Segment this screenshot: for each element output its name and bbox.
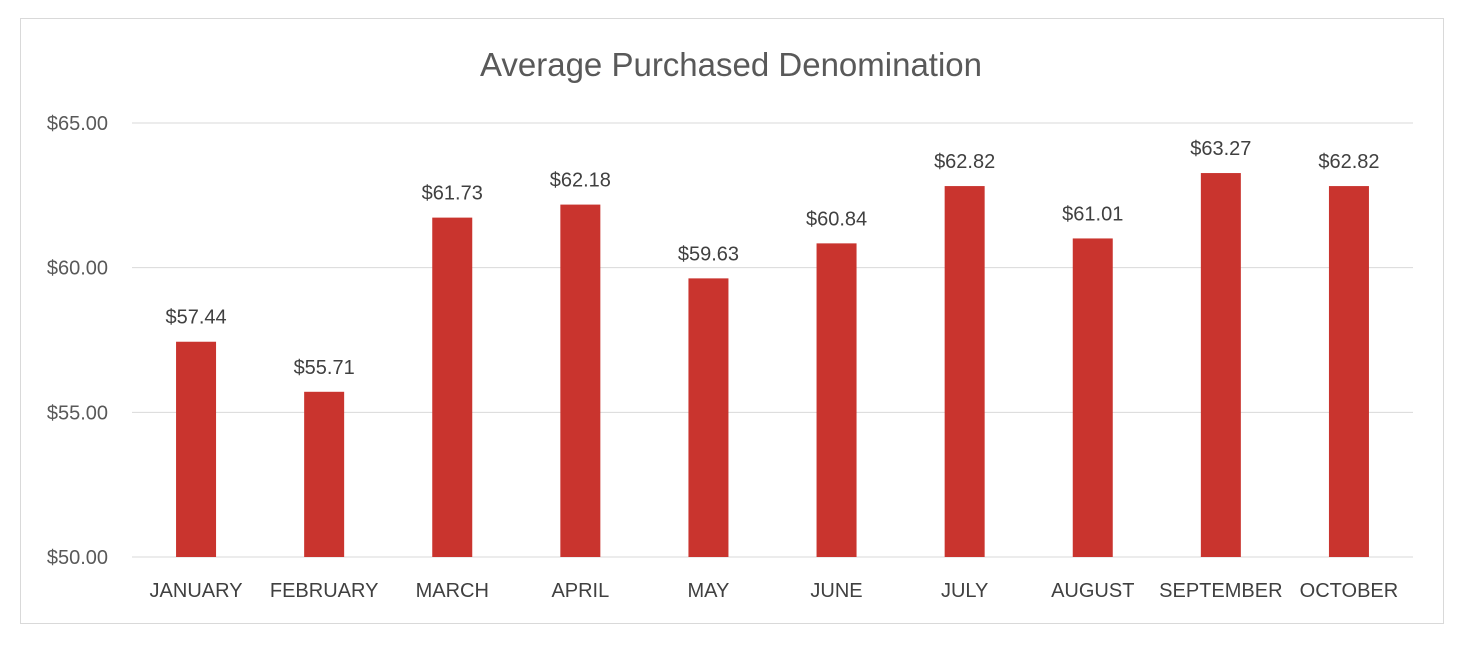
bar-february xyxy=(304,391,345,557)
category-label: OCTOBER xyxy=(1300,580,1399,602)
y-tick-label: $55.00 xyxy=(47,402,108,424)
data-label: $61.01 xyxy=(1062,203,1123,225)
data-label: $55.71 xyxy=(294,357,355,379)
category-label: APRIL xyxy=(551,580,609,602)
y-axis-tick-labels: $50.00 $55.00 $60.00 $65.00 xyxy=(47,113,108,569)
category-label: AUGUST xyxy=(1051,580,1134,602)
y-tick-label: $60.00 xyxy=(47,258,108,280)
x-axis-category-labels: JANUARY FEBRUARY MARCH APRIL MAY JUNE JULY AUGU… xyxy=(150,580,1399,602)
data-label: $60.84 xyxy=(806,208,867,230)
y-tick-label: $65.00 xyxy=(47,113,108,135)
data-labels: $57.44 $55.71 $61.73 $62.18 $59.63 $60.84 $62.… xyxy=(165,138,1379,379)
bar-july xyxy=(944,186,985,558)
bar-september xyxy=(1200,173,1241,557)
bar-april xyxy=(560,204,601,558)
data-label: $57.44 xyxy=(165,307,226,329)
category-label: JUNE xyxy=(810,580,862,602)
bar-march xyxy=(432,217,473,557)
data-label: $61.73 xyxy=(422,183,483,205)
data-label: $59.63 xyxy=(678,243,739,265)
gridlines xyxy=(132,122,1413,558)
category-label: JANUARY xyxy=(150,580,243,602)
category-label: MARCH xyxy=(416,580,489,602)
bar-august xyxy=(1072,238,1113,557)
bar-june xyxy=(816,243,857,557)
data-label: $62.82 xyxy=(934,151,995,173)
category-label: SEPTEMBER xyxy=(1159,580,1282,602)
data-label: $62.18 xyxy=(550,170,611,192)
category-label: JULY xyxy=(941,580,988,602)
data-label: $63.27 xyxy=(1190,138,1251,160)
chart-title: Average Purchased Denomination xyxy=(480,46,982,83)
y-tick-label: $50.00 xyxy=(47,547,108,569)
bar-january xyxy=(176,341,217,557)
category-label: MAY xyxy=(688,580,730,602)
category-label: FEBRUARY xyxy=(270,580,379,602)
bar-may xyxy=(688,278,729,557)
bar-october xyxy=(1328,186,1369,558)
bars xyxy=(176,173,1369,558)
data-label: $62.82 xyxy=(1318,151,1379,173)
